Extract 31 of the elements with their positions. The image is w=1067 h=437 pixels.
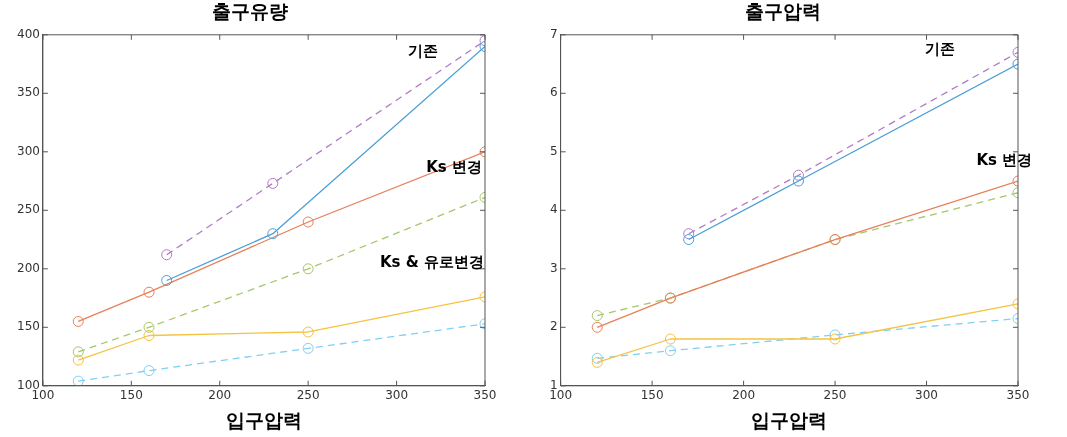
x-axis-title: 입구압력 (751, 408, 828, 431)
x-tick-label: 200 (208, 388, 232, 403)
y-tick-label: 250 (17, 202, 40, 217)
x-tick-label: 250 (296, 388, 320, 403)
annotation: 기존 (408, 42, 439, 61)
y-tick-label: 150 (17, 319, 40, 334)
x-tick-label: 300 (915, 388, 938, 403)
x-tick-label: 350 (473, 388, 497, 403)
y-tick-label: 2 (549, 319, 558, 334)
x-tick-label: 150 (640, 388, 664, 403)
y-tick-label: 300 (17, 143, 40, 158)
x-tick-label: 150 (119, 388, 143, 403)
chart-title: 출구유량 (211, 0, 288, 23)
x-tick-label: 250 (823, 388, 847, 403)
y-tick-label: 200 (17, 260, 40, 275)
y-tick-label: 400 (17, 26, 40, 41)
annotation: Ks & 유로변경 (379, 252, 484, 271)
y-tick-label: 3 (549, 260, 558, 275)
annotation: Ks 변경 (976, 151, 1033, 170)
annotation: 기존 (925, 40, 956, 59)
x-tick-label: 200 (732, 388, 756, 403)
chart-title: 출구압력 (744, 0, 821, 23)
y-tick-label: 350 (17, 85, 40, 100)
y-tick-label: 5 (549, 143, 558, 158)
y-tick-label: 6 (549, 85, 558, 100)
x-tick-label: 350 (1006, 388, 1030, 403)
y-tick-label: 4 (549, 202, 558, 217)
annotation: Ks 변경 (426, 158, 482, 177)
y-tick-label: 7 (549, 26, 558, 41)
x-tick-label: 300 (385, 388, 409, 403)
x-axis-title: 입구압력 (225, 408, 302, 431)
